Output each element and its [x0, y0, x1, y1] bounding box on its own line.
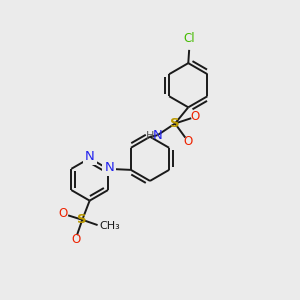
- Text: CH₃: CH₃: [99, 221, 120, 231]
- Text: Cl: Cl: [183, 32, 195, 45]
- Text: O: O: [71, 233, 80, 246]
- Text: H: H: [146, 131, 154, 141]
- Text: N: N: [152, 129, 162, 142]
- Text: S: S: [77, 213, 87, 226]
- Text: N: N: [105, 161, 114, 174]
- Text: O: O: [183, 135, 192, 148]
- Text: O: O: [58, 207, 68, 220]
- Text: O: O: [191, 110, 200, 123]
- Text: S: S: [170, 117, 180, 130]
- Text: N: N: [85, 150, 94, 163]
